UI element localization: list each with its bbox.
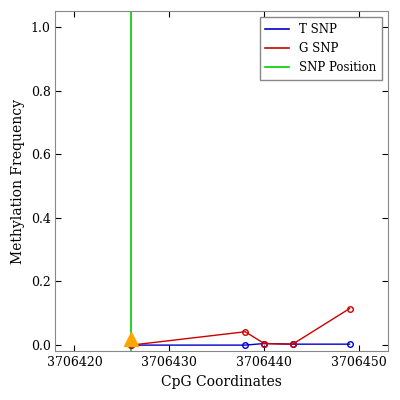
X-axis label: CpG Coordinates: CpG Coordinates <box>161 375 282 389</box>
Legend: T SNP, G SNP, SNP Position: T SNP, G SNP, SNP Position <box>260 17 382 80</box>
Y-axis label: Methylation Frequency: Methylation Frequency <box>11 99 25 264</box>
